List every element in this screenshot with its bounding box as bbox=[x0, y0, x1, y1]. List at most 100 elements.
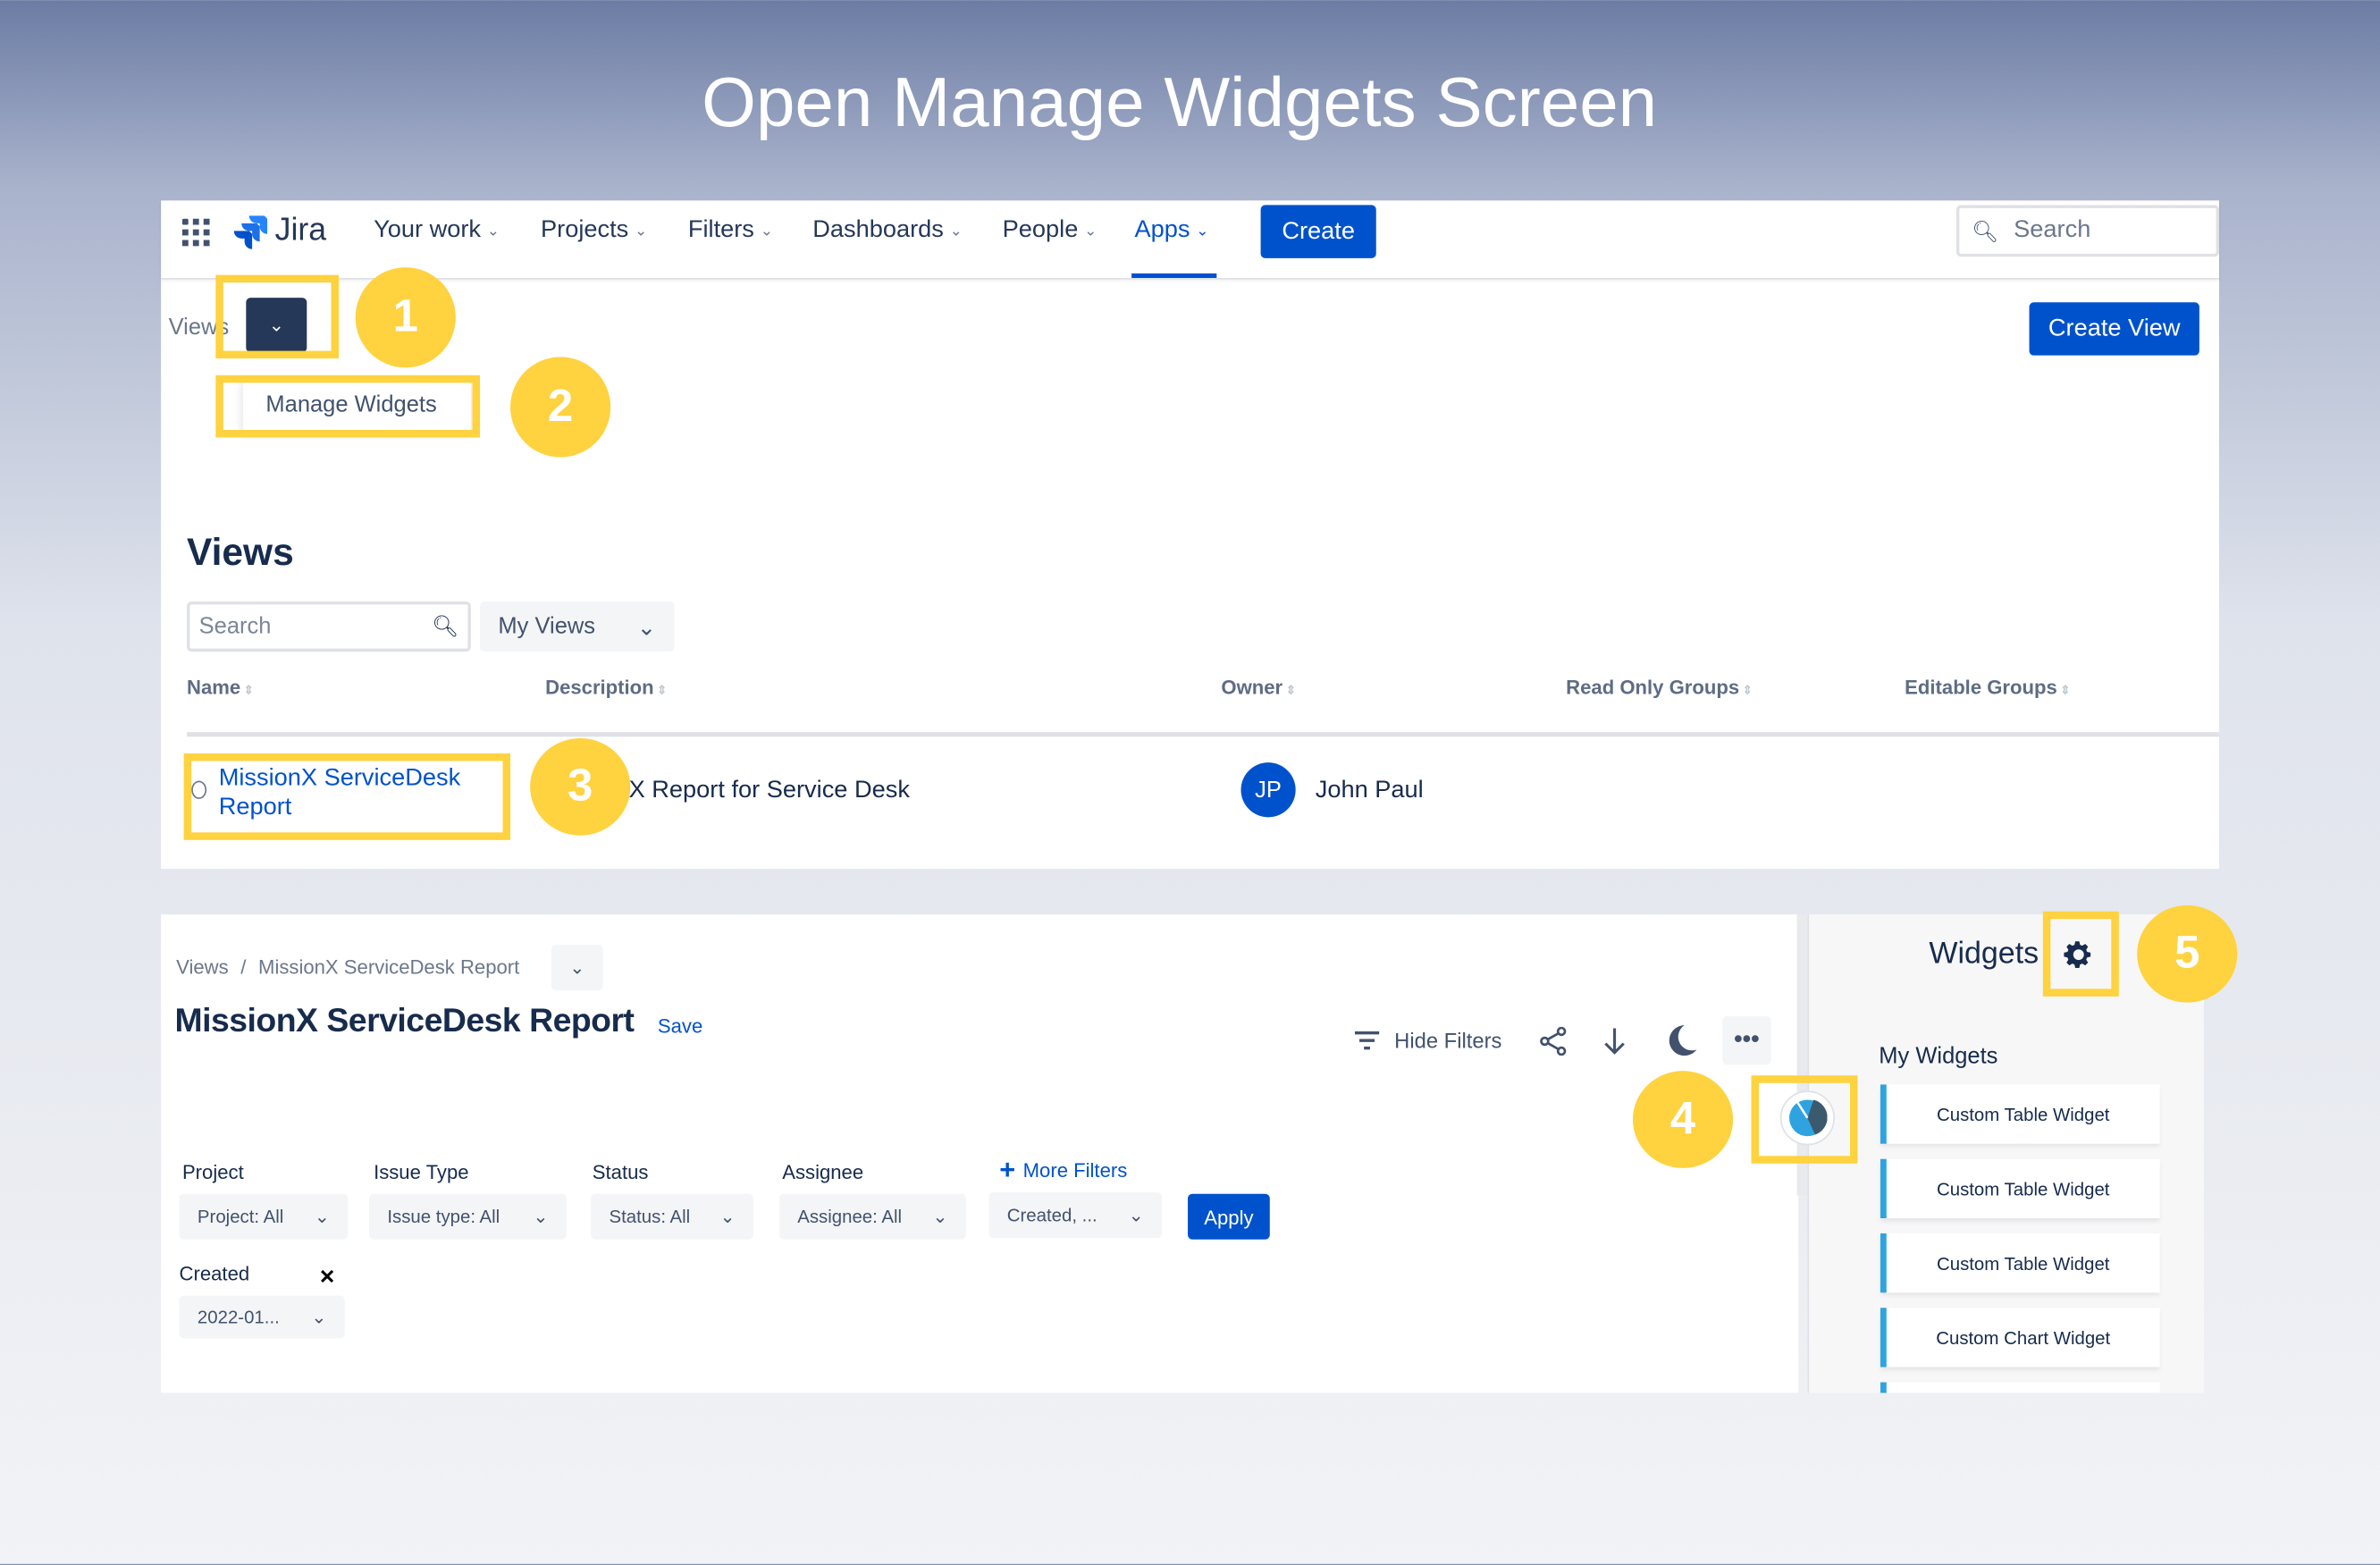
manage-widgets-menu-item[interactable]: Manage Widgets bbox=[242, 379, 471, 430]
global-search-input[interactable]: 🔍︎ Search bbox=[1955, 205, 2219, 257]
apply-button[interactable]: Apply bbox=[1188, 1193, 1270, 1240]
plus-icon: + bbox=[999, 1154, 1016, 1185]
step-badge-5: 5 bbox=[2137, 905, 2238, 1003]
status-filter-dropdown[interactable]: Status: All ⌄ bbox=[591, 1193, 753, 1240]
breadcrumb-views[interactable]: Views bbox=[176, 955, 229, 979]
more-filters-button[interactable]: + More Filters bbox=[999, 1155, 1127, 1187]
search-icon: 🔍︎ bbox=[1971, 217, 1999, 243]
filter-label-issue-type: Issue Type bbox=[374, 1160, 469, 1183]
widget-card[interactable]: Custom Chart Widget bbox=[1880, 1308, 2160, 1367]
step-badge-2: 2 bbox=[510, 357, 611, 458]
created-filter-label: Created bbox=[179, 1262, 250, 1285]
nav-label: Filters bbox=[687, 217, 754, 243]
nav-apps-active-indicator bbox=[1131, 273, 1217, 279]
breadcrumb-current[interactable]: MissionX ServiceDesk Report bbox=[258, 955, 520, 979]
sort-icon: ⇕ bbox=[1742, 683, 1753, 698]
views-search-input[interactable]: Search 🔍︎ bbox=[187, 602, 471, 652]
sort-icon: ⇕ bbox=[1285, 683, 1296, 698]
gear-icon[interactable] bbox=[2063, 938, 2095, 971]
project-filter-dropdown[interactable]: Project: All ⌄ bbox=[179, 1193, 349, 1240]
widget-card[interactable]: Custom Table Widget bbox=[1880, 1158, 2160, 1218]
step-badge-4: 4 bbox=[1632, 1071, 1734, 1168]
report-panel bbox=[161, 914, 1799, 1393]
create-button[interactable]: Create bbox=[1260, 205, 1376, 258]
widget-card[interactable]: Custom Table Widget bbox=[1880, 1084, 2160, 1144]
dropdown-value: Created, ... bbox=[1006, 1204, 1097, 1226]
search-icon: 🔍︎ bbox=[432, 613, 459, 638]
download-icon[interactable] bbox=[1602, 1027, 1627, 1056]
chevron-down-icon: ⌄ bbox=[1128, 1204, 1144, 1226]
sort-icon: ⇕ bbox=[2060, 683, 2071, 698]
top-navbar bbox=[161, 200, 2219, 280]
filter-label-assignee: Assignee bbox=[782, 1160, 864, 1183]
column-header-read-only-groups[interactable]: Read Only Groups ⇕ bbox=[1566, 676, 1753, 698]
column-header-description[interactable]: Description ⇕ bbox=[545, 676, 667, 698]
dropdown-value: Issue type: All bbox=[387, 1206, 500, 1228]
nav-label: People bbox=[1002, 217, 1079, 243]
jira-logo[interactable]: Jira bbox=[233, 212, 327, 249]
missionx-logo-icon bbox=[1789, 1099, 1828, 1137]
my-views-dropdown[interactable]: My Views ⌄ bbox=[480, 602, 675, 652]
chevron-down-icon: ⌄ bbox=[932, 1206, 948, 1228]
nav-apps[interactable]: Apps ⌄ bbox=[1135, 217, 1209, 245]
nav-filters[interactable]: Filters ⌄ bbox=[688, 217, 773, 245]
header-label: Name bbox=[187, 676, 241, 699]
view-name-link[interactable]: MissionX ServiceDesk Report bbox=[218, 765, 461, 820]
breadcrumb-separator: / bbox=[240, 955, 247, 979]
column-header-editable-groups[interactable]: Editable Groups ⇕ bbox=[1905, 676, 2070, 698]
chevron-down-icon: ⌄ bbox=[533, 1206, 549, 1228]
app-switcher-icon[interactable] bbox=[181, 218, 210, 247]
view-type-icon bbox=[191, 780, 207, 799]
views-dropdown-button[interactable]: ⌄ bbox=[246, 298, 307, 353]
dropdown-value: Assignee: All bbox=[797, 1206, 903, 1228]
issue-type-filter-dropdown[interactable]: Issue type: All ⌄ bbox=[368, 1193, 567, 1240]
chevron-down-icon: ⌄ bbox=[1084, 222, 1097, 240]
column-header-name[interactable]: Name ⇕ bbox=[187, 676, 254, 698]
view-description: X Report for Service Desk bbox=[628, 778, 910, 804]
jira-logo-text: Jira bbox=[274, 212, 327, 248]
created-filter-dropdown[interactable]: Created, ... ⌄ bbox=[988, 1192, 1163, 1239]
report-title: MissionX ServiceDesk Report bbox=[174, 1000, 635, 1039]
jira-logo-icon bbox=[233, 215, 268, 249]
nav-dashboards[interactable]: Dashboards ⌄ bbox=[812, 217, 963, 245]
chevron-down-icon: ⌄ bbox=[760, 222, 773, 240]
chevron-down-icon: ⌄ bbox=[949, 222, 963, 240]
created-date-dropdown[interactable]: 2022-01... ⌄ bbox=[179, 1295, 345, 1339]
header-label: Editable Groups bbox=[1905, 676, 2057, 699]
panel-scrollbar[interactable] bbox=[1796, 914, 1808, 1196]
remove-created-filter-icon[interactable]: ✕ bbox=[318, 1265, 336, 1289]
widget-card[interactable]: Custom Table Widget bbox=[1880, 1233, 2160, 1293]
nav-people[interactable]: People ⌄ bbox=[1003, 217, 1097, 245]
report-switch-dropdown[interactable]: ⌄ bbox=[551, 945, 603, 991]
create-view-button[interactable]: Create View bbox=[2029, 302, 2199, 356]
owner-avatar: JP bbox=[1240, 762, 1296, 818]
hide-filters-button[interactable]: Hide Filters bbox=[1354, 1028, 1502, 1053]
dark-mode-moon-icon[interactable] bbox=[1665, 1023, 1698, 1056]
chevron-down-icon: ⌄ bbox=[569, 956, 585, 979]
more-filters-label: More Filters bbox=[1022, 1158, 1128, 1182]
widget-card-partial[interactable] bbox=[1880, 1382, 2160, 1393]
highlight-step-1 bbox=[215, 274, 339, 359]
sort-icon: ⇕ bbox=[657, 683, 668, 698]
highlight-step-3 bbox=[183, 753, 511, 840]
chevron-down-icon: ⌄ bbox=[635, 222, 648, 240]
tutorial-title: Open Manage Widgets Screen bbox=[702, 62, 1658, 142]
my-widgets-heading: My Widgets bbox=[1879, 1043, 1998, 1070]
search-placeholder: Search bbox=[2014, 217, 2091, 243]
missionx-logo-button[interactable] bbox=[1779, 1090, 1835, 1146]
save-link[interactable]: Save bbox=[657, 1014, 703, 1038]
column-header-owner[interactable]: Owner ⇕ bbox=[1221, 676, 1296, 698]
nav-projects[interactable]: Projects ⌄ bbox=[541, 217, 647, 245]
assignee-filter-dropdown[interactable]: Assignee: All ⌄ bbox=[778, 1193, 966, 1240]
chevron-down-icon: ⌄ bbox=[314, 1206, 330, 1228]
nav-your-work[interactable]: Your work ⌄ bbox=[374, 217, 500, 245]
more-icon: ••• bbox=[1734, 1026, 1760, 1053]
more-options-button[interactable]: ••• bbox=[1722, 1015, 1771, 1065]
chevron-down-icon: ⌄ bbox=[311, 1306, 327, 1328]
filter-icon bbox=[1354, 1031, 1380, 1050]
dropdown-value: My Views bbox=[498, 613, 596, 640]
nav-label: Apps bbox=[1134, 217, 1190, 243]
share-icon[interactable] bbox=[1539, 1026, 1568, 1056]
hide-filters-label: Hide Filters bbox=[1394, 1028, 1502, 1053]
widgets-title: Widgets bbox=[1929, 937, 2039, 971]
